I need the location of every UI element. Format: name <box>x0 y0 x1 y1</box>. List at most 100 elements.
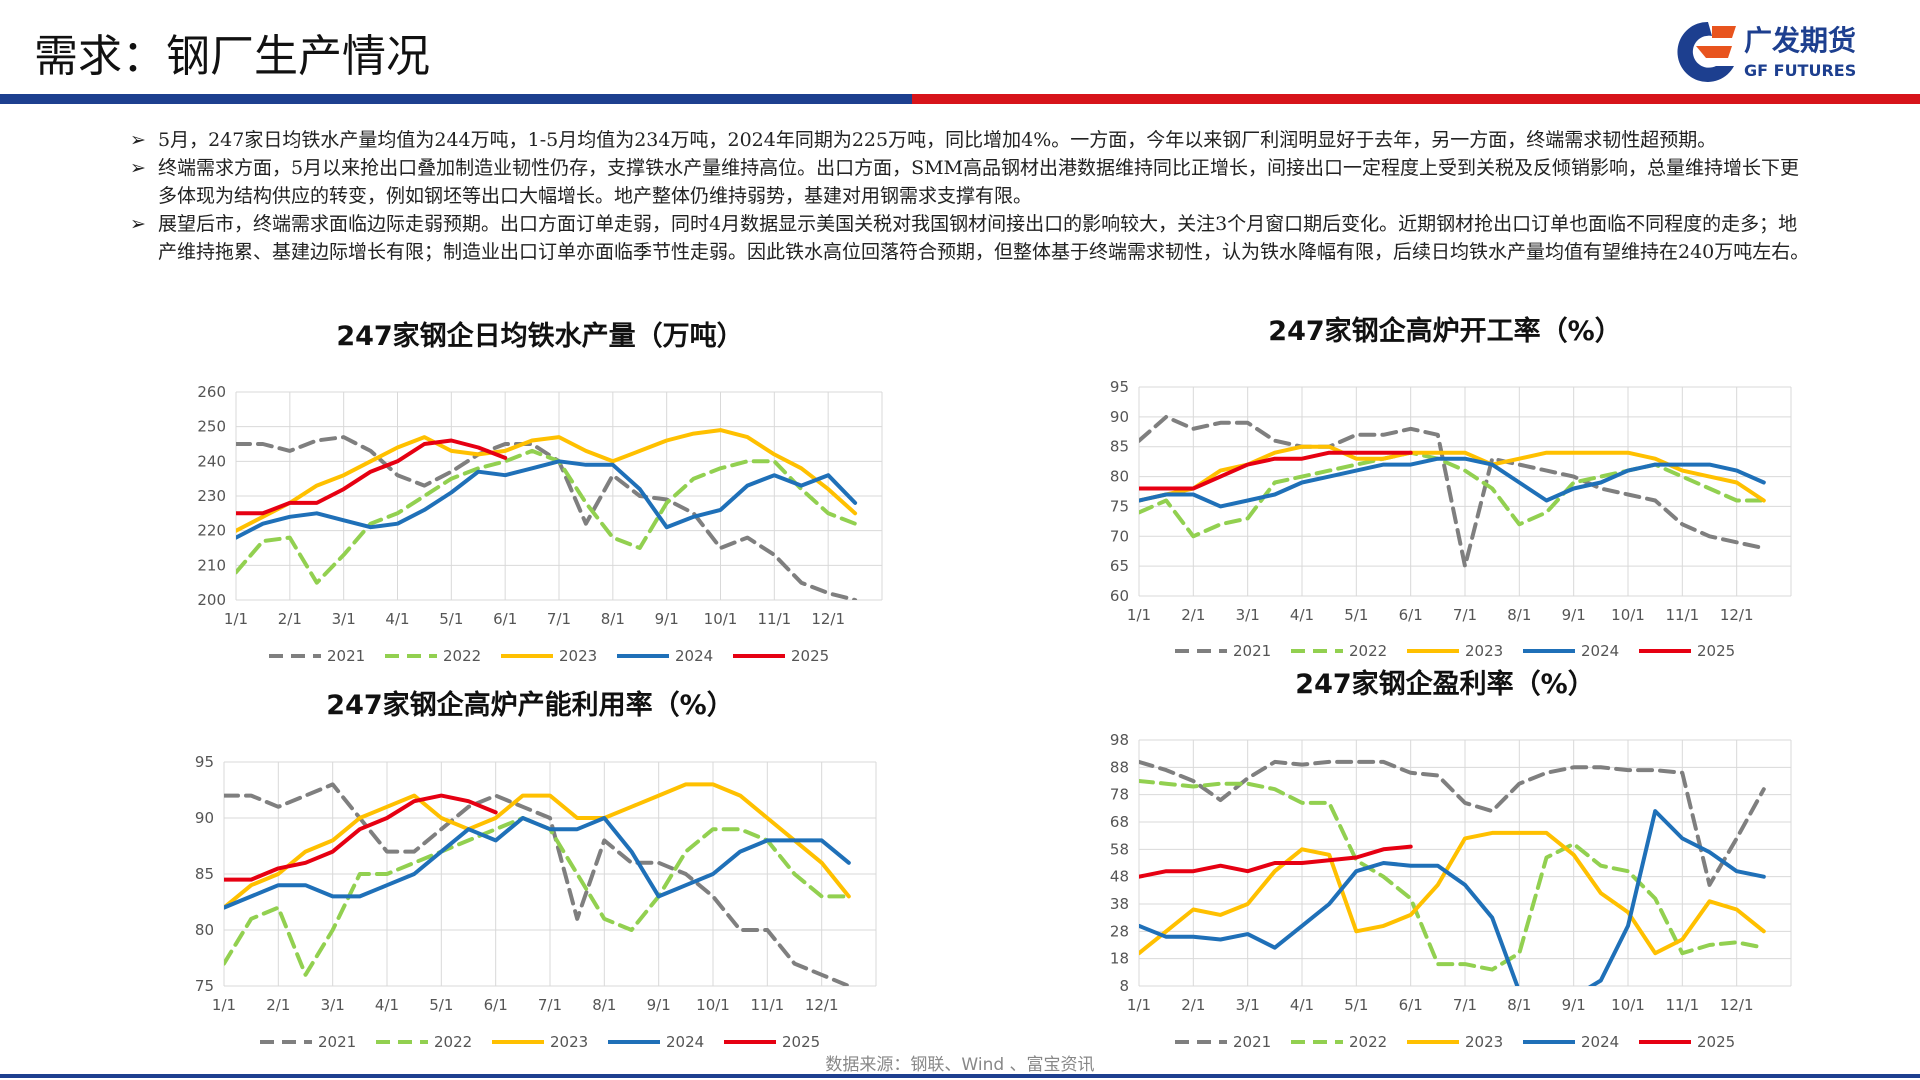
slide-title: 需求：钢厂生产情况 <box>34 31 430 82</box>
series-line <box>236 435 858 600</box>
x-tick-label: 6/1 <box>493 610 517 628</box>
x-tick-label: 1/1 <box>224 610 248 628</box>
header-bar <box>0 94 912 104</box>
x-tick-label: 11/1 <box>750 996 784 1014</box>
series-line <box>224 816 851 977</box>
series-line <box>224 816 851 910</box>
x-tick-label: 12/1 <box>1720 606 1754 624</box>
chart: 247家钢企高炉开工率（%） 60 65 70 75 80 85 90 95 1/1 2/1 3/1 4… <box>1110 315 1792 660</box>
y-tick-label: 70 <box>1110 527 1129 545</box>
x-tick-label: 1/1 <box>212 996 236 1014</box>
chart-title: 247家钢企高炉产能利用率（%） <box>326 689 733 721</box>
x-tick-label: 2/1 <box>1181 996 1205 1014</box>
y-tick-label: 80 <box>195 921 214 939</box>
series-line <box>236 438 508 516</box>
y-tick-label: 240 <box>197 452 226 470</box>
bullet-list: 5月，247家日均铁水产量均值为244万吨，1-5月均值为234万吨，2024年… <box>130 126 1810 266</box>
legend-label: 2022 <box>434 1033 472 1051</box>
x-tick-label: 1/1 <box>1127 606 1151 624</box>
y-tick-label: 260 <box>197 383 226 401</box>
x-tick-label: 11/1 <box>1665 996 1699 1014</box>
series-line <box>236 459 858 540</box>
x-tick-label: 7/1 <box>1453 606 1477 624</box>
legend-label: 2025 <box>1697 642 1735 660</box>
y-tick-label: 85 <box>195 865 214 883</box>
series-line <box>1139 450 1413 491</box>
x-tick-label: 2/1 <box>1181 606 1205 624</box>
y-tick-label: 230 <box>197 487 226 505</box>
legend-label: 2024 <box>675 647 713 665</box>
chart-title: 247家钢企高炉开工率（%） <box>1268 315 1621 347</box>
legend-label: 2023 <box>550 1033 588 1051</box>
series-line <box>1139 779 1766 972</box>
x-tick-label: 9/1 <box>647 996 671 1014</box>
series-line <box>1139 456 1766 509</box>
y-tick-label: 90 <box>195 809 214 827</box>
legend-label: 2023 <box>559 647 597 665</box>
x-tick-label: 8/1 <box>1507 606 1531 624</box>
x-tick-label: 4/1 <box>1290 606 1314 624</box>
x-tick-label: 6/1 <box>484 996 508 1014</box>
x-tick-label: 12/1 <box>811 610 845 628</box>
x-tick-label: 5/1 <box>439 610 463 628</box>
plot-area <box>1139 759 1766 986</box>
x-tick-label: 7/1 <box>547 610 571 628</box>
x-tick-label: 11/1 <box>1665 606 1699 624</box>
x-tick-label: 12/1 <box>805 996 839 1014</box>
y-tick-label: 18 <box>1110 950 1129 968</box>
y-tick-label: 80 <box>1110 468 1129 486</box>
bullet: 展望后市，终端需求面临边际走弱预期。出口方面订单走弱，同时4月数据显示美国关税对… <box>130 210 1810 266</box>
series-line <box>224 782 851 910</box>
series-line <box>236 448 858 585</box>
x-tick-label: 9/1 <box>655 610 679 628</box>
source-note: 数据来源：钢联、Wind 、富宝资讯 <box>825 1055 1095 1075</box>
y-tick-label: 78 <box>1110 786 1129 804</box>
chart: 247家钢企高炉产能利用率（%） 75 80 85 90 95 1/1 2/1 3/1 4/1 5/… <box>195 689 877 1051</box>
legend-label: 2021 <box>1233 1033 1271 1051</box>
series-line <box>224 782 851 986</box>
chart: 247家钢企盈利率（%） 8 18 28 38 48 58 68 78 88 98 1/1 2/1 3/1… <box>1110 668 1792 1051</box>
x-tick-label: 11/1 <box>757 610 791 628</box>
x-tick-label: 12/1 <box>1720 996 1754 1014</box>
x-tick-label: 3/1 <box>332 610 356 628</box>
y-tick-label: 65 <box>1110 557 1129 575</box>
y-tick-label: 58 <box>1110 840 1129 858</box>
x-tick-label: 10/1 <box>696 996 730 1014</box>
header-bar <box>912 94 1920 104</box>
x-tick-label: 6/1 <box>1399 996 1423 1014</box>
legend-label: 2025 <box>1697 1033 1735 1051</box>
chart-title: 247家钢企盈利率（%） <box>1295 668 1594 700</box>
logo-mark <box>1696 46 1732 58</box>
legend-label: 2022 <box>1349 1033 1387 1051</box>
logo-text: GF FUTURES <box>1744 61 1856 80</box>
y-tick-label: 75 <box>195 977 214 995</box>
chart: 247家钢企日均铁水产量（万吨） 200 210 220 230 240 250 260 1/1… <box>197 320 883 665</box>
x-tick-label: 9/1 <box>1562 606 1586 624</box>
legend-label: 2022 <box>443 647 481 665</box>
legend-label: 2025 <box>791 647 829 665</box>
series-line <box>1139 844 1413 879</box>
x-tick-label: 5/1 <box>1344 996 1368 1014</box>
y-tick-label: 68 <box>1110 813 1129 831</box>
y-tick-label: 28 <box>1110 922 1129 940</box>
series-line <box>1139 809 1766 986</box>
x-tick-label: 3/1 <box>321 996 345 1014</box>
y-tick-label: 250 <box>197 418 226 436</box>
y-tick-label: 88 <box>1110 758 1129 776</box>
x-tick-label: 3/1 <box>1236 996 1260 1014</box>
x-tick-label: 4/1 <box>375 996 399 1014</box>
legend-label: 2023 <box>1465 1033 1503 1051</box>
x-tick-label: 1/1 <box>1127 996 1151 1014</box>
bullet: 5月，247家日均铁水产量均值为244万吨，1-5月均值为234万吨，2024年… <box>130 126 1810 154</box>
x-tick-label: 5/1 <box>429 996 453 1014</box>
plot-area <box>236 428 858 600</box>
x-tick-label: 6/1 <box>1399 606 1423 624</box>
bullet: 终端需求方面，5月以来抢出口叠加制造业韧性仍存，支撑铁水产量维持高位。出口方面，… <box>130 154 1810 210</box>
legend-label: 2025 <box>782 1033 820 1051</box>
x-tick-label: 7/1 <box>1453 996 1477 1014</box>
y-tick-label: 210 <box>197 556 226 574</box>
logo-mark <box>1677 21 1734 82</box>
x-tick-label: 3/1 <box>1236 606 1260 624</box>
y-tick-label: 220 <box>197 522 226 540</box>
y-tick-label: 90 <box>1110 408 1129 426</box>
